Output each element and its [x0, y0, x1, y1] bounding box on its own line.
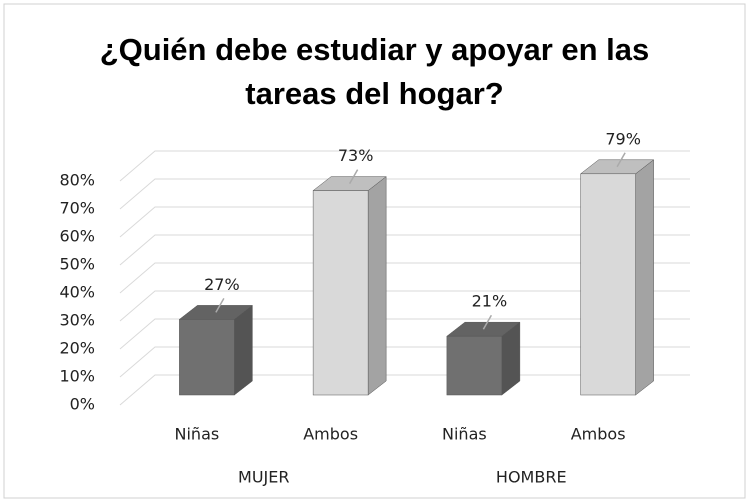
value-label: 27% — [204, 275, 240, 294]
group-label: MUJER — [238, 468, 289, 487]
grid-line — [119, 234, 690, 266]
bar — [580, 173, 636, 396]
bar-side — [635, 159, 654, 396]
chart-title: ¿Quién debe estudiar y apoyar en las tar… — [99, 32, 650, 111]
y-tick-label: 0% — [70, 395, 95, 414]
label-leader — [616, 152, 626, 168]
bar-side — [234, 304, 253, 396]
x-tick-label: Niñas — [175, 425, 220, 444]
x-tick-label: Ambos — [303, 425, 358, 444]
label-leader — [215, 298, 225, 313]
bar — [312, 190, 369, 396]
label-leader — [348, 169, 359, 184]
label-leader — [482, 314, 493, 330]
y-tick-label: 10% — [59, 367, 95, 386]
y-tick-label: 80% — [59, 171, 95, 190]
value-label: 73% — [338, 146, 374, 165]
value-label: 21% — [472, 292, 508, 311]
y-tick-label: 30% — [59, 311, 95, 330]
y-tick-label: 20% — [59, 339, 95, 358]
grid-line — [119, 262, 690, 294]
y-tick-label: 50% — [59, 255, 95, 274]
y-tick-label: 40% — [59, 283, 95, 302]
group-label: HOMBRE — [496, 468, 567, 487]
bar — [179, 319, 235, 396]
grid-line — [119, 206, 690, 238]
grid-line — [119, 150, 690, 182]
y-tick-label: 70% — [59, 199, 95, 218]
bar-side — [367, 176, 387, 396]
grid-line — [119, 290, 690, 322]
bar — [446, 335, 503, 396]
x-tick-label: Niñas — [442, 425, 487, 444]
grid-line — [119, 318, 690, 350]
value-label: 79% — [605, 129, 641, 148]
grid-line — [119, 178, 690, 210]
x-tick-label: Ambos — [571, 425, 626, 444]
y-tick-label: 60% — [59, 227, 95, 246]
